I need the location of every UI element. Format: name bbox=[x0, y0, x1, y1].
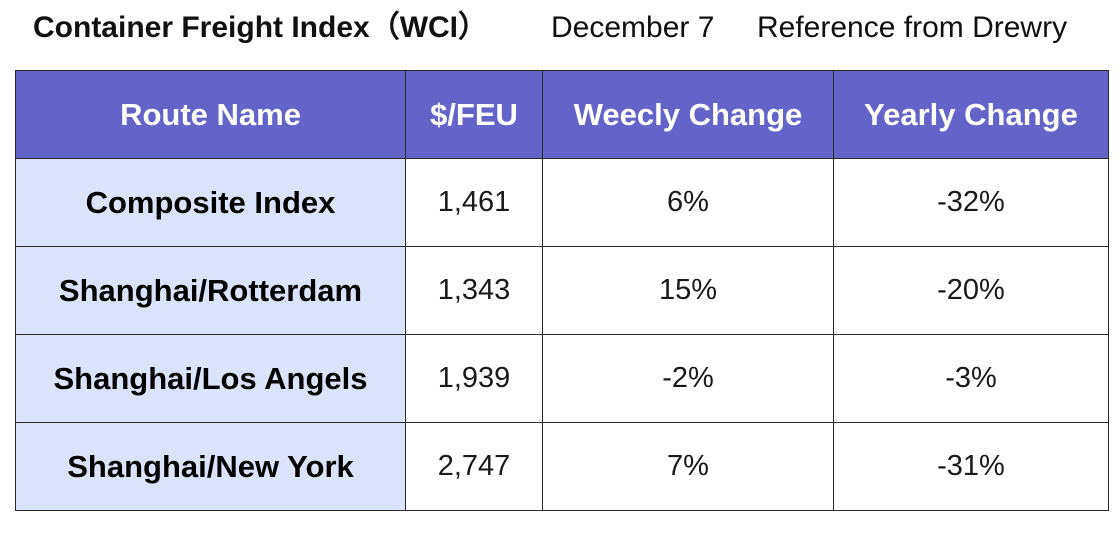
column-header-price-per-feu: $/FEU bbox=[405, 70, 543, 159]
table-row: Shanghai/Los Angels 1,939 -2% -3% bbox=[15, 334, 1109, 423]
yearly-change-cell: -31% bbox=[833, 422, 1109, 511]
yearly-change-cell: -3% bbox=[833, 334, 1109, 423]
yearly-change-cell: -20% bbox=[833, 246, 1109, 335]
column-header-weekly-change: Weecly Change bbox=[542, 70, 834, 159]
page-title: Container Freight Index（WCI） bbox=[33, 11, 489, 44]
page-header: Container Freight Index（WCI） December 7 … bbox=[0, 0, 1120, 62]
table-header: Route Name $/FEU Weecly Change Yearly Ch… bbox=[15, 70, 1109, 159]
column-header-yearly-change: Yearly Change bbox=[833, 70, 1109, 159]
route-name-cell: Shanghai/Los Angels bbox=[15, 334, 406, 423]
route-name-cell: Shanghai/Rotterdam bbox=[15, 246, 406, 335]
route-name-cell: Shanghai/New York bbox=[15, 422, 406, 511]
data-source: Reference from Drewry bbox=[757, 11, 1068, 44]
weekly-change-cell: 15% bbox=[542, 246, 834, 335]
yearly-change-cell: -32% bbox=[833, 158, 1109, 247]
price-cell: 1,939 bbox=[405, 334, 543, 423]
route-name-cell: Composite Index bbox=[15, 158, 406, 247]
price-cell: 2,747 bbox=[405, 422, 543, 511]
table-row: Shanghai/Rotterdam 1,343 15% -20% bbox=[15, 246, 1109, 335]
header-row: Route Name $/FEU Weecly Change Yearly Ch… bbox=[15, 70, 1109, 159]
column-header-route-name: Route Name bbox=[15, 70, 406, 159]
weekly-change-cell: 6% bbox=[542, 158, 834, 247]
freight-index-table: Route Name $/FEU Weecly Change Yearly Ch… bbox=[15, 70, 1109, 511]
price-cell: 1,343 bbox=[405, 246, 543, 335]
price-cell: 1,461 bbox=[405, 158, 543, 247]
table-body: Composite Index 1,461 6% -32% Shanghai/R… bbox=[15, 158, 1109, 511]
weekly-change-cell: -2% bbox=[542, 334, 834, 423]
table-row: Composite Index 1,461 6% -32% bbox=[15, 158, 1109, 247]
report-date: December 7 bbox=[551, 11, 715, 44]
weekly-change-cell: 7% bbox=[542, 422, 834, 511]
table-row: Shanghai/New York 2,747 7% -31% bbox=[15, 422, 1109, 511]
